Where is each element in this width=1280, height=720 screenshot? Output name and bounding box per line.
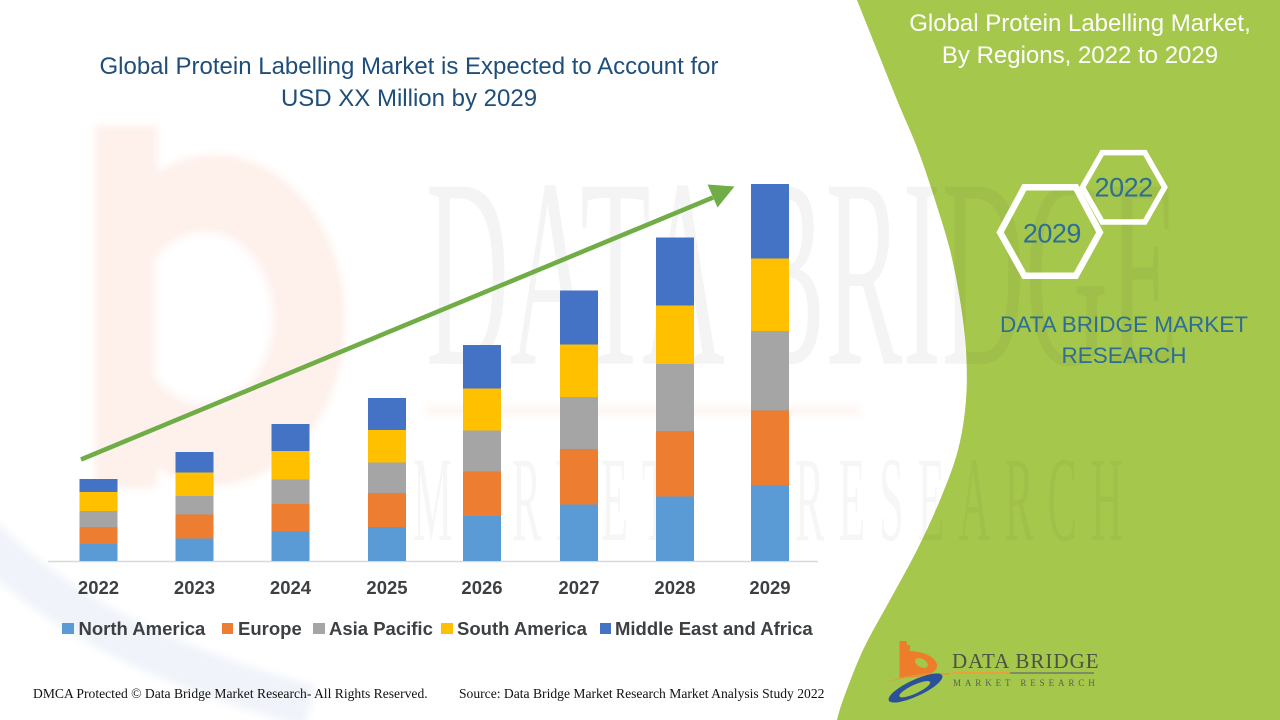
svg-text:2029: 2029 bbox=[1023, 219, 1081, 249]
svg-text:2022: 2022 bbox=[1095, 173, 1153, 203]
